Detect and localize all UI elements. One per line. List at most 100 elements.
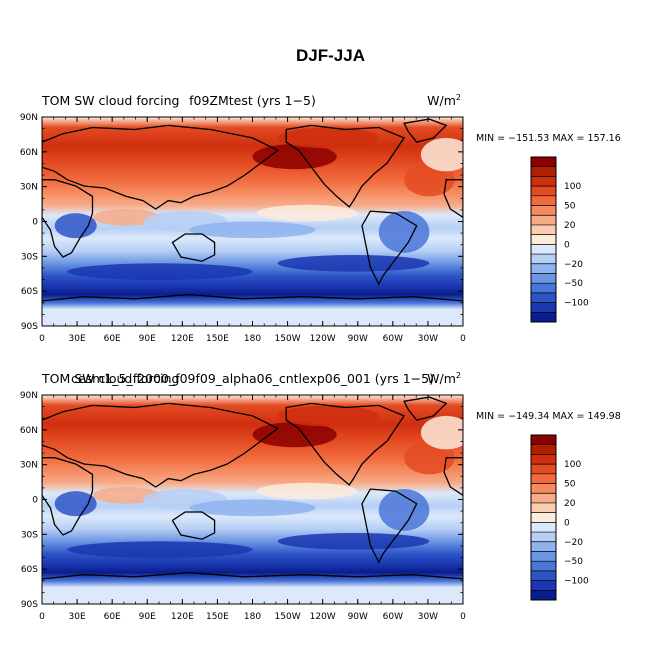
- colorbar-swatch: [531, 444, 556, 455]
- field-region: [277, 127, 379, 149]
- y-tick-label: 90S: [21, 600, 38, 610]
- x-tick-label: 30E: [69, 334, 86, 344]
- colorbar-swatch: [531, 302, 556, 313]
- coastline-africa: [42, 179, 94, 258]
- x-tick-label: 60W: [383, 612, 403, 622]
- y-tick-label: 90N: [20, 391, 38, 401]
- colorbar-swatch: [531, 273, 556, 284]
- panel-units: W/m2: [427, 93, 461, 108]
- colorbar-swatch: [531, 454, 556, 465]
- colorbar-label: 50: [564, 202, 576, 212]
- colorbar-swatch: [531, 157, 556, 168]
- y-tick-label: 0: [32, 496, 38, 506]
- x-tick-label: 0: [39, 334, 45, 344]
- colorbar-swatch: [531, 186, 556, 197]
- colorbar-label: −20: [564, 260, 583, 270]
- field-region: [54, 213, 97, 239]
- y-tick-label: 60S: [21, 565, 38, 575]
- colorbar-swatch: [531, 166, 556, 177]
- colorbar-label: −20: [564, 538, 583, 548]
- field-region: [189, 499, 316, 517]
- colorbar-swatch: [531, 292, 556, 303]
- x-tick-label: 30W: [418, 612, 438, 622]
- x-tick-label: 150E: [206, 612, 229, 622]
- coastline-samerica: [361, 488, 418, 564]
- panel-title-center: cesm1_5_f2000_f09f09_alpha06_cntlexp06_0…: [71, 371, 434, 386]
- x-tick-label: 90W: [348, 612, 368, 622]
- x-tick-label: 120W: [310, 334, 336, 344]
- x-tick-label: 0: [39, 612, 45, 622]
- x-tick-label: 150W: [275, 612, 301, 622]
- coastline-australia: [171, 511, 216, 540]
- x-tick-label: 60W: [383, 334, 403, 344]
- coastline-africaW: [443, 179, 463, 219]
- x-tick-label: 90E: [139, 612, 156, 622]
- panel-title-center: f09ZMtest (yrs 1−5): [189, 93, 316, 108]
- colorbar-swatch: [531, 570, 556, 581]
- coastline-namerica: [285, 402, 406, 486]
- field-region: [256, 204, 358, 222]
- colorbar-label: −50: [564, 279, 583, 289]
- y-tick-label: 90N: [20, 113, 38, 123]
- field-region: [420, 415, 463, 450]
- colorbar-label: 0: [564, 518, 570, 528]
- colorbar-swatch: [531, 215, 556, 226]
- map-field: [42, 395, 463, 604]
- x-tick-label: 180: [244, 612, 261, 622]
- colorbar-swatch: [531, 590, 556, 601]
- x-tick-label: 60E: [104, 612, 121, 622]
- y-tick-label: 90S: [21, 322, 38, 332]
- colorbar-swatch: [531, 561, 556, 572]
- colorbar-frame: [530, 156, 557, 323]
- colorbar-swatch: [531, 234, 556, 245]
- colorbar-swatch: [531, 312, 556, 323]
- colorbar-swatch: [531, 205, 556, 216]
- colorbar-swatch: [531, 176, 556, 187]
- coastline-eurasia: [42, 402, 280, 488]
- colorbar-swatch: [531, 435, 556, 446]
- colorbar-swatch: [531, 493, 556, 504]
- colorbar: 100 50 20 0 −20 −50 −100: [530, 156, 589, 323]
- coastline-australia: [171, 233, 216, 262]
- coastline-antarctica: [42, 571, 463, 580]
- field-region: [252, 144, 337, 170]
- y-tick-label: 60N: [20, 426, 38, 436]
- colorbar-label: −100: [564, 299, 589, 309]
- field-region: [404, 162, 455, 197]
- x-tick-label: 30W: [418, 334, 438, 344]
- colorbar-label: 100: [564, 182, 581, 192]
- colorbar-label: −100: [564, 577, 589, 587]
- x-tick-label: 120W: [310, 612, 336, 622]
- x-tick-label: 150W: [275, 334, 301, 344]
- panel-title-left: TOM SW cloud forcing: [41, 371, 179, 386]
- map-field: [42, 117, 463, 326]
- panel-title-left: TOM SW cloud forcing: [41, 93, 179, 108]
- y-tick-label: 60S: [21, 287, 38, 297]
- field-region: [378, 489, 430, 531]
- colorbar-swatch: [531, 464, 556, 475]
- x-tick-label: 180: [244, 334, 261, 344]
- min-max-label: MIN = −149.34 MAX = 149.98: [476, 411, 621, 422]
- coastline-eurasia: [42, 124, 280, 210]
- colorbar-swatch: [531, 512, 556, 523]
- field-region: [189, 221, 316, 239]
- map-panel-2: 0 30E 60E 90E 120E 150E 180 150W 120W 90W 60W 30W 09…: [20, 371, 621, 622]
- y-tick-label: 30N: [20, 461, 38, 471]
- panel-units: W/m2: [427, 371, 461, 386]
- x-tick-label: 90W: [348, 334, 368, 344]
- colorbar-swatch: [531, 244, 556, 255]
- field-region: [378, 211, 430, 253]
- colorbar-swatch: [531, 283, 556, 294]
- y-tick-label: 30S: [21, 530, 38, 540]
- field-region: [252, 422, 337, 448]
- coastline-africa: [42, 457, 94, 536]
- colorbar-label: 100: [564, 460, 581, 470]
- x-tick-label: 30E: [69, 612, 86, 622]
- y-tick-label: 30S: [21, 252, 38, 262]
- coastline-africaW: [443, 457, 463, 497]
- x-tick-label: 90E: [139, 334, 156, 344]
- x-tick-label: 150E: [206, 334, 229, 344]
- colorbar-swatch: [531, 263, 556, 274]
- field-region: [67, 541, 253, 559]
- y-tick-label: 60N: [20, 148, 38, 158]
